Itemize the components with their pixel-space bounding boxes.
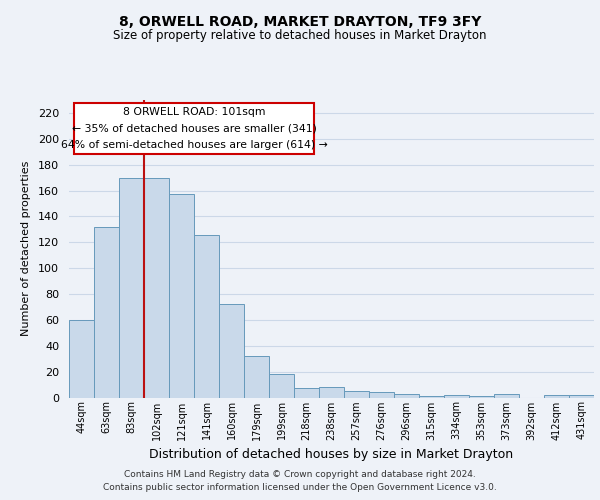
Y-axis label: Number of detached properties: Number of detached properties xyxy=(21,161,31,336)
Bar xyxy=(419,396,444,398)
Bar xyxy=(544,395,569,398)
X-axis label: Distribution of detached houses by size in Market Drayton: Distribution of detached houses by size … xyxy=(149,448,514,461)
Bar xyxy=(119,178,144,398)
Bar xyxy=(74,102,314,154)
Text: 8 ORWELL ROAD: 101sqm: 8 ORWELL ROAD: 101sqm xyxy=(123,108,265,118)
Bar xyxy=(219,304,244,398)
Bar xyxy=(444,395,469,398)
Text: ← 35% of detached houses are smaller (341): ← 35% of detached houses are smaller (34… xyxy=(71,124,316,134)
Bar xyxy=(344,391,369,398)
Text: Contains HM Land Registry data © Crown copyright and database right 2024.
Contai: Contains HM Land Registry data © Crown c… xyxy=(103,470,497,492)
Bar xyxy=(269,374,294,398)
Bar xyxy=(244,356,269,398)
Text: Size of property relative to detached houses in Market Drayton: Size of property relative to detached ho… xyxy=(113,28,487,42)
Bar xyxy=(469,396,494,398)
Bar xyxy=(194,234,219,398)
Bar xyxy=(169,194,194,398)
Text: 64% of semi-detached houses are larger (614) →: 64% of semi-detached houses are larger (… xyxy=(61,140,328,149)
Bar xyxy=(94,227,119,398)
Bar xyxy=(394,394,419,398)
Bar xyxy=(494,394,519,398)
Bar xyxy=(69,320,94,398)
Bar xyxy=(369,392,394,398)
Bar xyxy=(144,178,169,398)
Bar xyxy=(294,388,319,398)
Text: 8, ORWELL ROAD, MARKET DRAYTON, TF9 3FY: 8, ORWELL ROAD, MARKET DRAYTON, TF9 3FY xyxy=(119,15,481,29)
Bar xyxy=(319,387,344,398)
Bar xyxy=(569,395,594,398)
